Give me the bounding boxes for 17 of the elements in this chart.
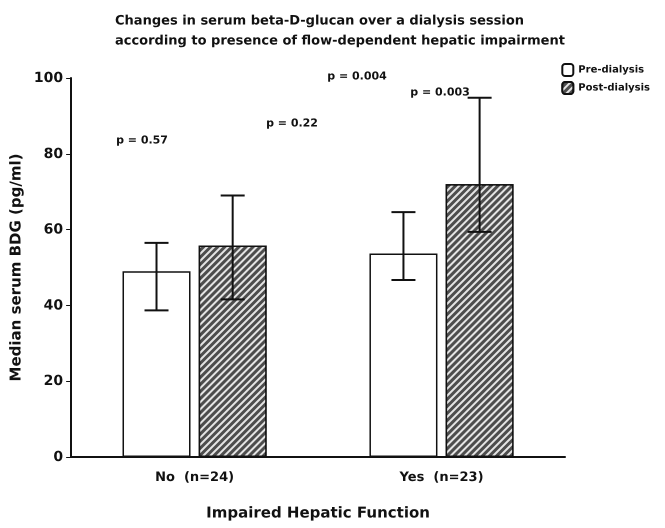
chart-title: Changes in serum beta-D-glucan over a dialysis session according to presence of flow-dependent hepatic impairment <box>115 14 565 48</box>
x-tick-label: Yes (n=23) <box>398 470 484 485</box>
y-axis-title: Median serum BDG (pg/ml) <box>6 154 24 382</box>
y-tick-label: 40 <box>44 297 64 314</box>
y-tick-label: 0 <box>53 449 64 465</box>
annotation: p = 0.003 <box>410 86 470 98</box>
x-axis-title: Impaired Hepatic Function <box>206 504 430 522</box>
annotation: p = 0.004 <box>327 70 388 82</box>
legend-label: Post-dialysis <box>578 82 650 94</box>
annotation: p = 0.22 <box>266 116 318 130</box>
y-tick-label: 100 <box>34 70 64 86</box>
legend-label: Pre-dialysis <box>578 64 644 76</box>
annotation: p = 0.57 <box>116 134 168 146</box>
y-tick-label: 60 <box>44 222 64 238</box>
y-tick-label: 80 <box>44 146 64 162</box>
x-tick-label: No (n=24) <box>155 470 234 485</box>
y-tick-label: 20 <box>44 373 64 390</box>
